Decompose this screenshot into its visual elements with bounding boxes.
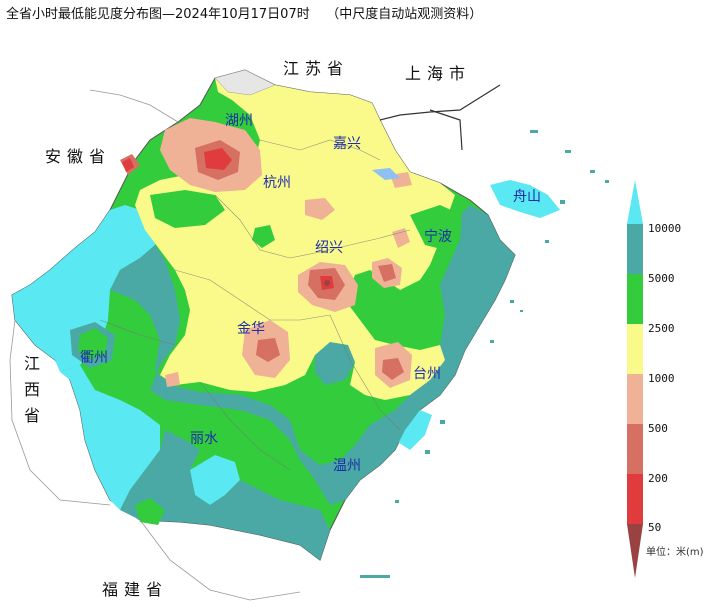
dark-zone-shaoxing [324, 280, 330, 286]
legend-class-red [627, 474, 643, 524]
green-zone-quzhou [78, 328, 108, 360]
fujian-border [139, 519, 301, 601]
city-boundaries [99, 139, 411, 471]
green-zone-south [135, 498, 165, 525]
teal-zone-southwest [110, 205, 515, 505]
rose-zone-jinhua [256, 338, 280, 362]
city-label-wenzhou: 温州 [333, 458, 361, 474]
yellow-zone-north [135, 70, 455, 400]
province-label-shanghai: 上海市 [405, 64, 472, 83]
teal-zone-center [315, 342, 355, 385]
salmon-zone-ningbo [392, 228, 410, 248]
green-zone-east [365, 280, 408, 330]
province-label-jiangxi: 江西省 [21, 355, 40, 433]
city-label-lishui: 丽水 [190, 431, 218, 447]
legend-class-green [627, 274, 643, 324]
teal-zone-south [120, 430, 330, 560]
legend-arrow-top [627, 180, 643, 224]
city-label-ningbo: 宁波 [424, 229, 452, 245]
cyan-zone-coast [395, 410, 432, 450]
salmon-zone-hangzhou [305, 198, 335, 220]
jiangxi-border [9, 319, 111, 506]
legend-class-salmon [627, 374, 643, 424]
jiangsu-border [89, 89, 179, 123]
city-label-zhoushan: 舟山 [513, 189, 541, 205]
legend-label-5000: 5000 [648, 272, 675, 285]
city-label-jiaxing: 嘉兴 [333, 136, 361, 152]
city-label-jinhua: 金华 [237, 321, 265, 337]
cyan-zone-west [12, 205, 155, 372]
city-label-quzhou: 衢州 [80, 350, 108, 366]
city-label-huzhou: 湖州 [225, 113, 253, 129]
province-label-jiangsu: 江苏省 [283, 59, 350, 78]
coastal-islands [360, 130, 609, 578]
rose-zone-east [378, 264, 396, 282]
salmon-zone-west [165, 372, 180, 387]
red-zone-northwest [122, 158, 134, 172]
province-label-anhui: 安徽省 [45, 147, 112, 166]
cyan-zone-zhoushan [490, 180, 560, 218]
shanghai-border [379, 84, 501, 121]
legend-label-2500: 2500 [648, 322, 675, 335]
map-title: 全省小时最低能见度分布图—2024年10月17日07时 （中尺度自动站观测资料） [6, 7, 483, 22]
shanghai-coast [429, 109, 463, 151]
legend-class-rose [627, 424, 643, 474]
legend-label-500: 500 [648, 422, 668, 435]
red-zone-huzhou [204, 148, 232, 170]
cyan-zone-southwest [60, 365, 160, 510]
legend-label-10000: 10000 [648, 222, 682, 235]
legend-label-50: 50 [648, 521, 662, 534]
legend-class-yellow [627, 324, 643, 374]
legend-class-teal [627, 224, 643, 274]
legend-unit: 单位：米(m) [646, 547, 704, 558]
city-label-hangzhou: 杭州 [263, 175, 291, 191]
legend-label-1000: 1000 [648, 372, 675, 385]
taihu-lake-area [214, 69, 276, 96]
legend-colorbar [627, 180, 643, 578]
legend-label-200: 200 [648, 472, 668, 485]
province-label-fujian: 福建省 [102, 580, 169, 599]
green-zone-ningbo [410, 205, 462, 250]
legend-arrow-bottom [627, 524, 643, 578]
rose-zone-taizhou [382, 358, 404, 380]
green-zone-hangzhou-south [252, 225, 275, 248]
city-label-shaoxing: 绍兴 [315, 240, 343, 256]
city-label-taizhou: 台州 [413, 366, 441, 382]
qiantang-estuary [372, 168, 400, 180]
green-zone-huzhou [150, 190, 225, 228]
